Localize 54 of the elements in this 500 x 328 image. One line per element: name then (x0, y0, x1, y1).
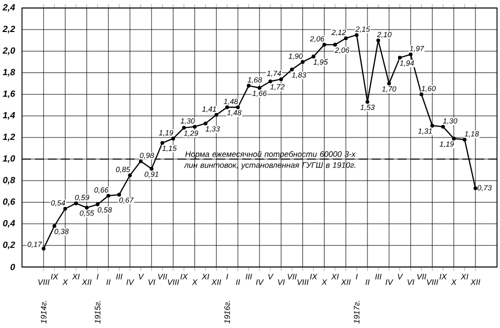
point (52, 224, 56, 228)
point (160, 141, 164, 145)
point (192, 124, 197, 129)
point (42, 246, 46, 251)
y-tick-label: 0,6 (3, 198, 16, 206)
point (182, 126, 186, 130)
point (225, 105, 230, 110)
point (387, 82, 391, 86)
point (96, 202, 100, 206)
point (138, 159, 143, 164)
point (258, 86, 262, 90)
point (408, 52, 413, 56)
point (300, 60, 305, 64)
point (204, 122, 208, 126)
point (354, 33, 359, 37)
y-tick-label: 1,8 (2, 68, 16, 77)
point (236, 105, 240, 110)
point (322, 42, 326, 47)
y-tick-label: 0,4 (3, 220, 15, 228)
point (290, 68, 294, 72)
y-tick-label: 2,2 (2, 26, 16, 34)
point (474, 186, 478, 190)
point (462, 138, 467, 142)
point (366, 100, 370, 104)
point (246, 84, 251, 88)
y-tick-label: 2,0 (2, 47, 16, 55)
point (420, 92, 424, 96)
point (268, 79, 272, 84)
point (128, 173, 132, 178)
point (84, 206, 89, 210)
y-tick-label: 0,2 (3, 242, 16, 250)
point (312, 54, 316, 58)
point (117, 192, 122, 197)
point (74, 201, 78, 206)
y-tick-label: 1,0 (2, 155, 16, 163)
y-tick-label: 2,4 (2, 4, 15, 12)
point (398, 56, 402, 60)
y-tick-label: 1,2 (2, 134, 16, 142)
point (279, 77, 283, 82)
point (63, 206, 68, 211)
y-tick-label: 0 (10, 264, 16, 270)
y-tick-label: 1,6 (2, 90, 16, 98)
point (452, 136, 456, 140)
point (106, 194, 110, 198)
point (344, 36, 348, 40)
point (333, 42, 337, 47)
y-tick-label: 0,8 (3, 176, 16, 184)
point (430, 124, 434, 128)
point (376, 38, 380, 42)
point (441, 124, 445, 129)
point (150, 166, 154, 171)
y-tick-label: 1,4 (2, 112, 15, 120)
point (214, 112, 218, 117)
point (171, 136, 176, 140)
